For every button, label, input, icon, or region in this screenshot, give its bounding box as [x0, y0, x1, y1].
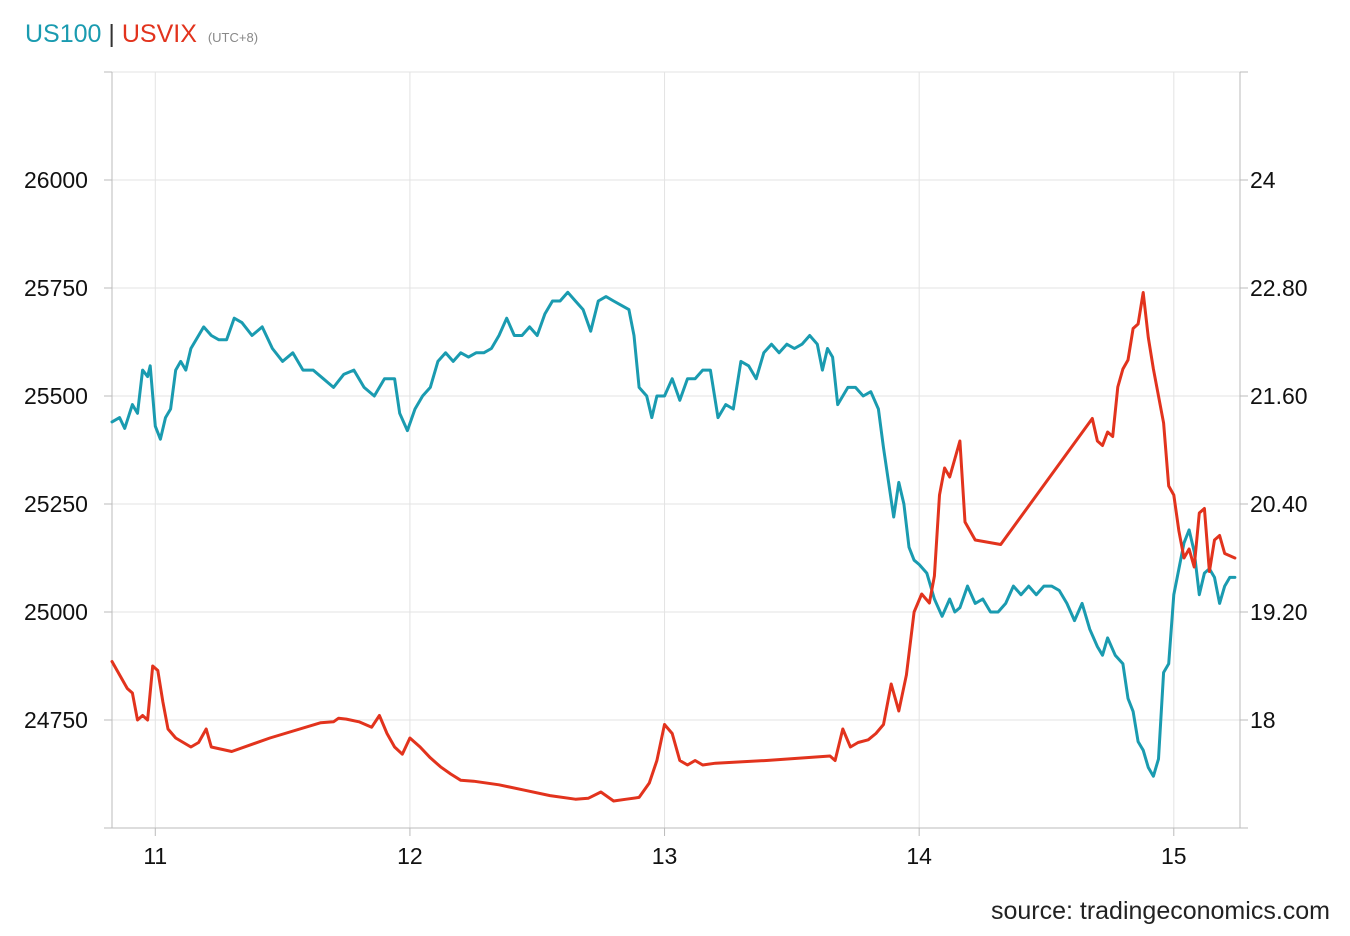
y-left-tick-label: 25250 [24, 491, 88, 517]
y-right-tick-label: 22.80 [1250, 275, 1308, 301]
series-line-usvix [110, 291, 1237, 803]
source-credit: source: tradingeconomics.com [990, 897, 1330, 925]
y-left-tick-label: 24750 [24, 707, 88, 733]
y-left-tick-label: 26000 [24, 167, 88, 193]
x-tick-label: 12 [397, 843, 423, 869]
x-tick-label: 14 [906, 843, 932, 869]
y-left-tick-label: 25000 [24, 599, 88, 625]
title-separator: | [108, 20, 115, 48]
y-left-tick-label: 25750 [24, 275, 88, 301]
y-right-tick-label: 20.40 [1250, 491, 1308, 517]
y-left-tick-label: 25500 [24, 383, 88, 409]
y-right-tick-label: 21.60 [1250, 383, 1308, 409]
timezone-label: (UTC+8) [207, 30, 259, 45]
series-line-us100 [110, 290, 1237, 778]
y-right-tick-label: 19.20 [1250, 599, 1308, 625]
y-right-tick-label: 18 [1250, 707, 1276, 733]
x-tick-label: 11 [143, 843, 167, 869]
chart-title: US100 | USVIX (UTC+8) [25, 20, 258, 49]
y-right-tick-label: 24 [1250, 167, 1276, 193]
us100-title: US100 [25, 20, 102, 48]
usvix-title: USVIX [121, 20, 197, 48]
x-tick-label: 15 [1161, 843, 1187, 869]
x-tick-label: 13 [652, 843, 678, 869]
